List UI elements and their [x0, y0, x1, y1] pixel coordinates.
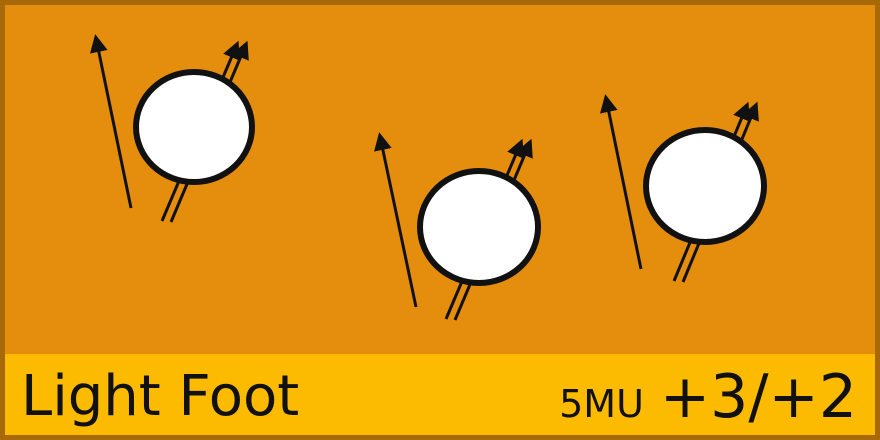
pebble-figure-3: [599, 94, 767, 283]
long-motion-arrow-icon: [90, 34, 133, 209]
card-modifier: +3/+2: [659, 362, 857, 432]
card-stats: 5MU +3/+2: [559, 362, 857, 435]
pebble-figure-1: [90, 34, 255, 223]
white-pebble-icon: [417, 168, 541, 286]
long-motion-arrow-icon: [599, 94, 643, 270]
long-motion-arrow-icon: [374, 132, 418, 308]
card-banner: Light Foot 5MU +3/+2: [5, 354, 875, 435]
card-cost: 5MU: [559, 382, 644, 426]
white-pebble-icon: [643, 127, 767, 245]
card-title: Light Foot: [21, 364, 300, 429]
white-pebble-icon: [133, 69, 255, 185]
pebble-figure-2: [374, 132, 541, 321]
card-artwork: [90, 34, 767, 321]
